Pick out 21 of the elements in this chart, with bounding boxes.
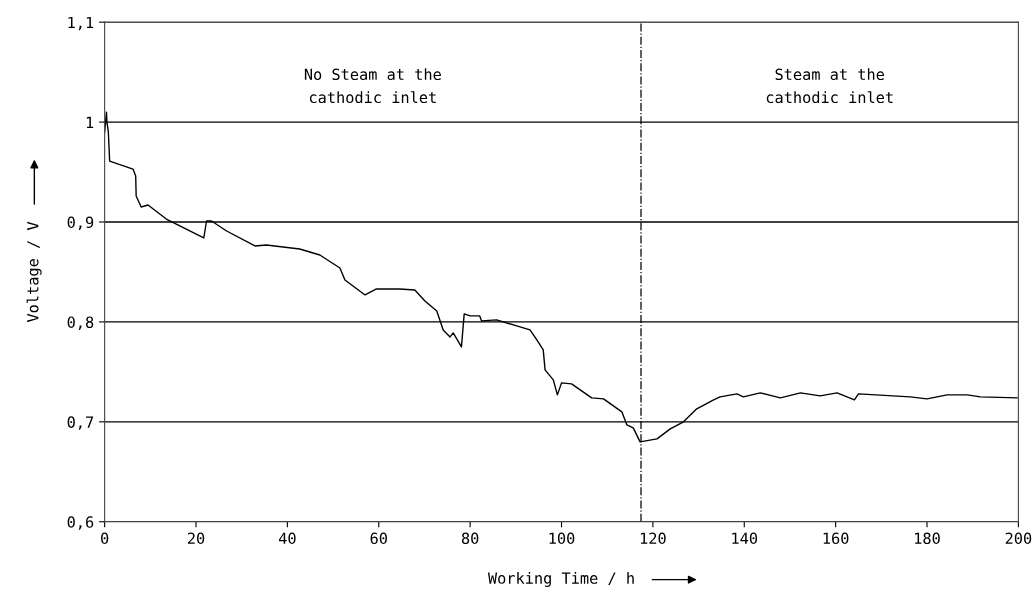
x-tick-label: 40 <box>278 532 296 545</box>
y-tick-label: 1,1 <box>68 16 94 31</box>
x-tick-label: 20 <box>187 532 205 545</box>
x-tick-label: 200 <box>1005 532 1032 545</box>
y-tick-label: 0,8 <box>67 316 94 330</box>
x-tick-label: 80 <box>461 532 479 545</box>
x-tick-label: 100 <box>549 532 575 545</box>
y-tick-label: 1 <box>86 116 94 128</box>
x-axis-title: Working Time / h <box>487 572 634 587</box>
annotation: Steam at the cathodic inlet <box>766 68 893 104</box>
y-tick-label: 0,7 <box>67 416 94 430</box>
y-axis-title: Voltage / V <box>26 221 42 323</box>
x-tick-label: 180 <box>915 532 940 545</box>
x-tick-label: 120 <box>640 532 666 545</box>
x-tick-label: 60 <box>370 532 387 545</box>
annotation: No Steam at the cathodic inlet <box>304 68 441 104</box>
y-tick-label: 0,6 <box>67 516 94 530</box>
x-tick-label: 0 <box>101 532 109 545</box>
x-tick-label: 140 <box>732 532 758 545</box>
x-tick-label: 160 <box>823 532 849 545</box>
y-tick-label: 0,9 <box>67 216 94 230</box>
